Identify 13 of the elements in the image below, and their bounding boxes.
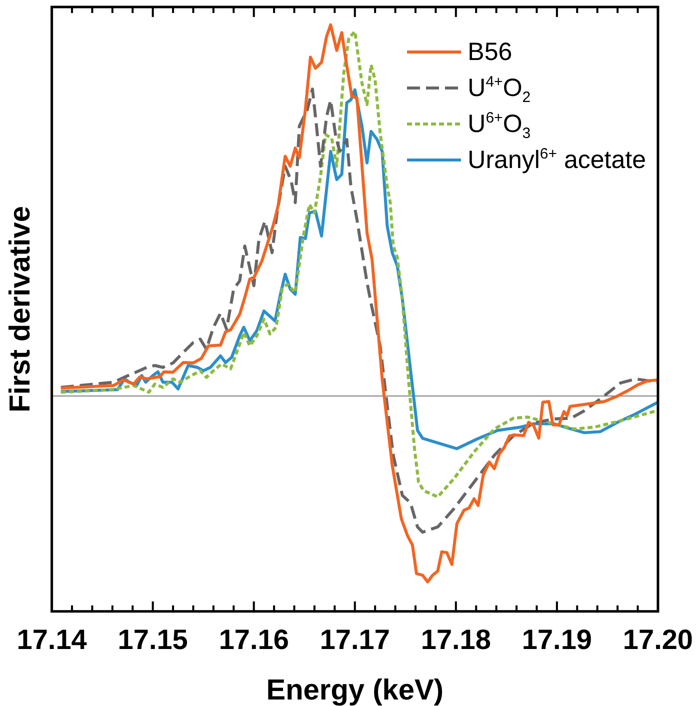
legend-label: U$^{6+}$O$_{3}$ [468, 108, 531, 142]
x-tick-label: 17.15 [118, 624, 188, 655]
legend-label: Uranyl$^{6+}$ acetate [468, 144, 646, 176]
y-axis-title: First derivative [4, 206, 36, 412]
legend-label: B56 [468, 37, 512, 68]
x-tick-label: 17.18 [420, 624, 491, 655]
x-tick-label: 17.16 [218, 624, 289, 655]
x-tick-label: 17.19 [522, 624, 592, 655]
legend-label: U$^{4+}$O$_{2}$ [468, 72, 531, 106]
x-tick-label: 17.20 [622, 624, 694, 655]
x-tick-label: 17.14 [16, 624, 88, 655]
x-tick-label: 17.17 [320, 624, 390, 655]
x-axis-title: Energy (keV) [266, 674, 444, 706]
